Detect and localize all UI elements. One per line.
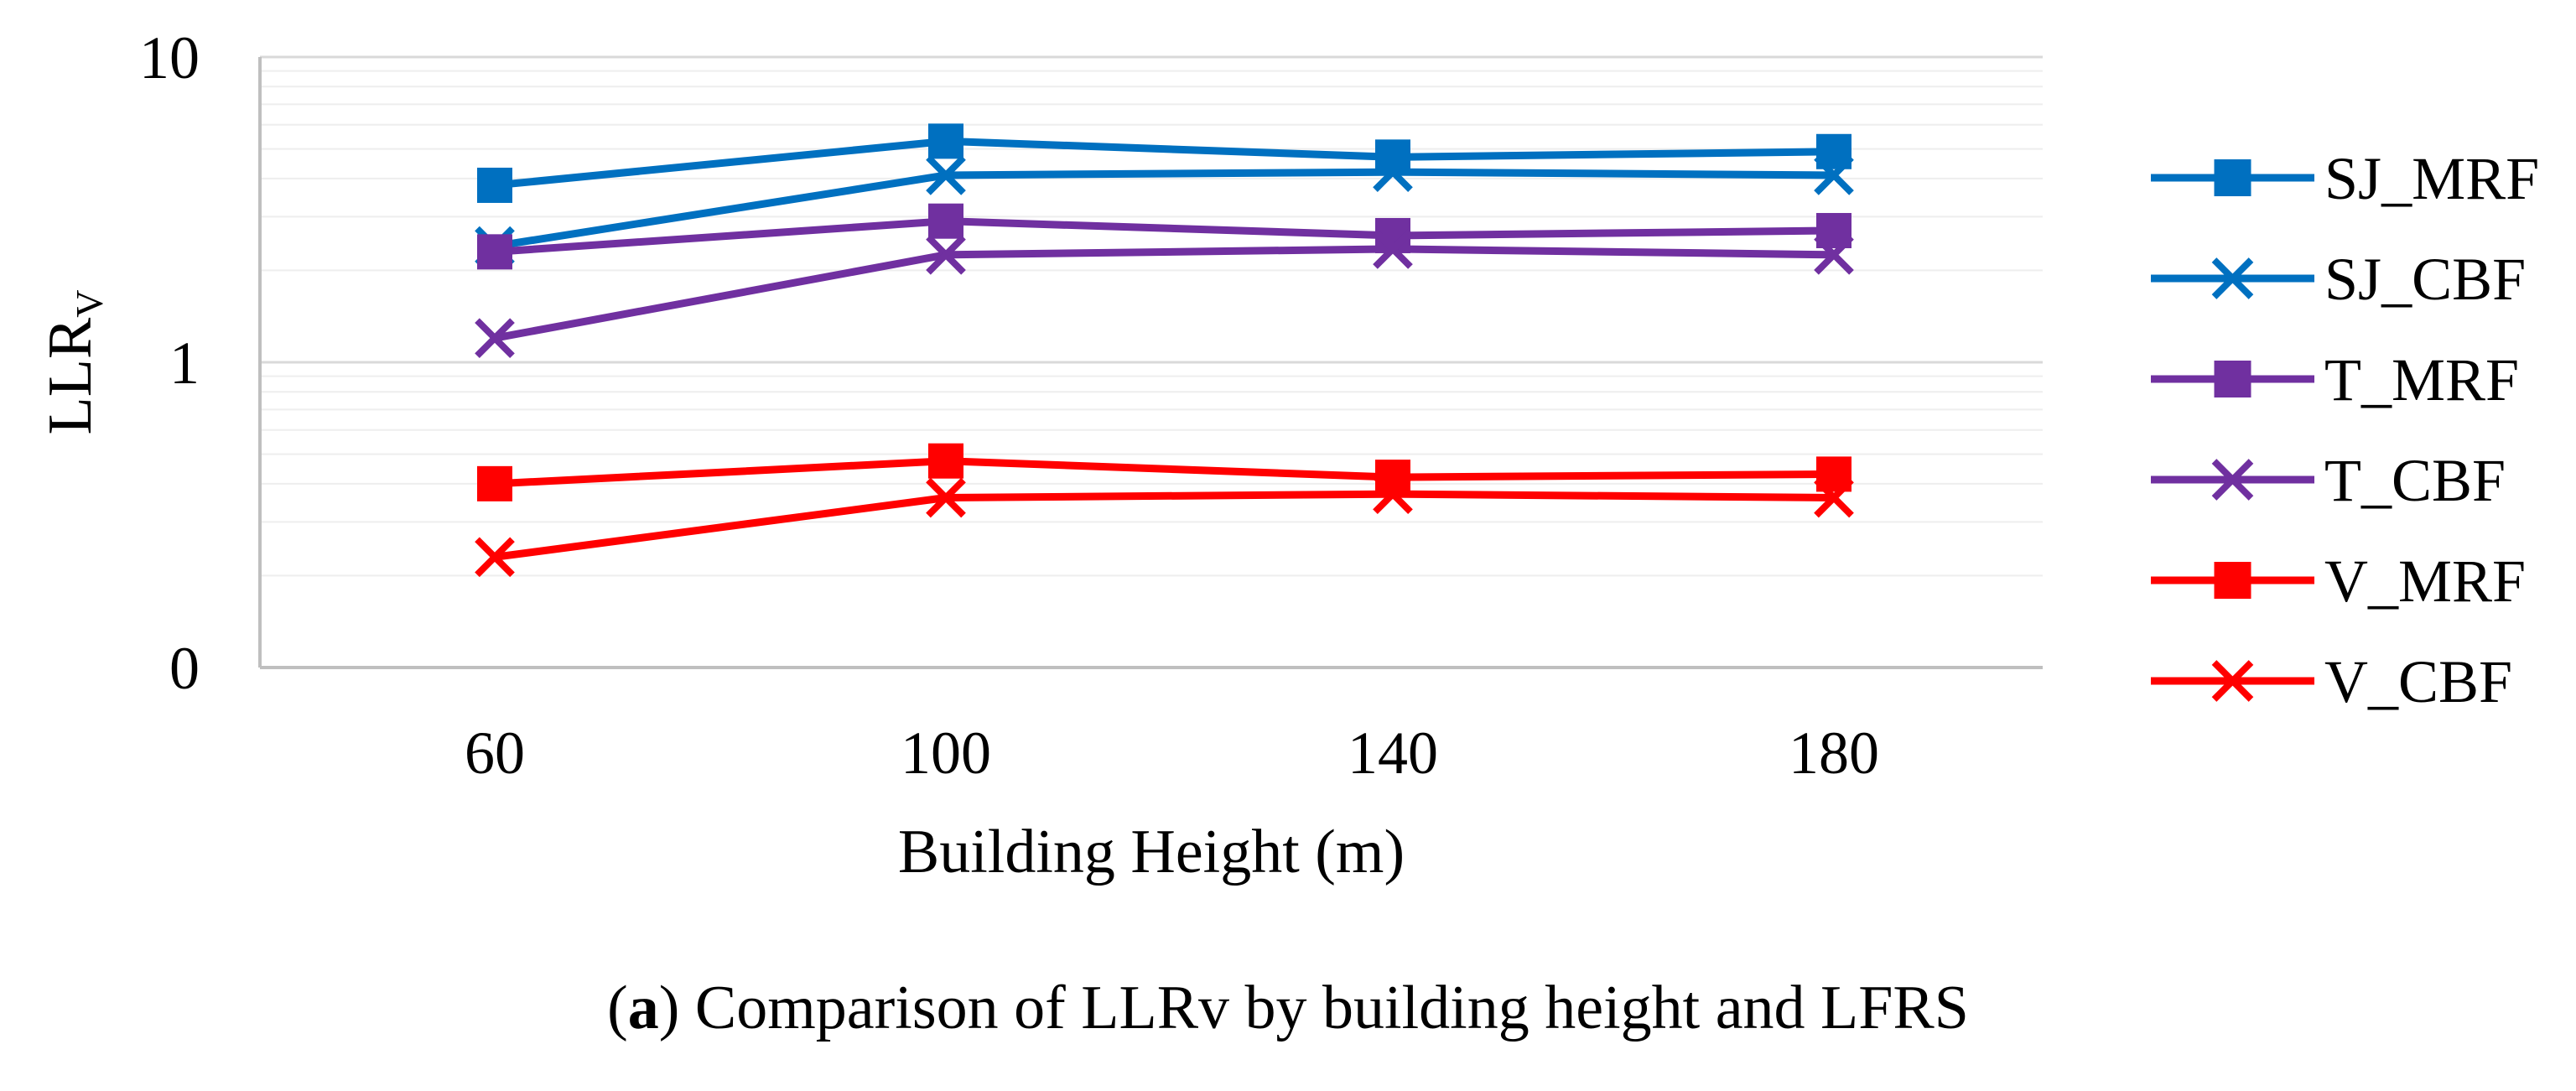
series-line	[494, 168, 1835, 251]
data-point	[1373, 152, 1413, 192]
data-point-stroke	[1373, 152, 1413, 192]
series-line	[494, 217, 1835, 256]
data-point	[928, 203, 963, 239]
caption-text: Comparison of LLRv by building height an…	[694, 974, 1969, 1042]
data-point-stroke	[475, 318, 515, 359]
x-tick-label: 140	[1348, 720, 1438, 787]
data-point	[1375, 460, 1410, 496]
x-tick-label: 60	[465, 720, 525, 787]
y-tick-label: 10	[139, 24, 200, 91]
series-T_CBF	[475, 229, 1854, 359]
legend-marker	[2214, 562, 2251, 599]
x-tick-label: 180	[1789, 720, 1879, 787]
data-point-stroke	[1373, 229, 1413, 269]
series-SJ_MRF	[477, 123, 1852, 203]
x-axis-title: Building Height (m)	[898, 818, 1405, 886]
data-point-stroke	[926, 477, 966, 518]
legend-item: V_MRF	[2151, 548, 2526, 615]
data-point	[1373, 229, 1413, 269]
data-point	[475, 537, 515, 578]
series-V_CBF	[475, 474, 1854, 578]
x-tick-label: 100	[901, 720, 991, 787]
legend-marker-stroke	[2211, 459, 2254, 501]
series-line	[494, 245, 1835, 342]
legend-marker-stroke	[2211, 257, 2254, 299]
data-point	[926, 477, 966, 518]
x-tick-labels: 60 100 140 180	[465, 720, 1879, 787]
data-point-stroke	[1814, 234, 1854, 275]
y-axis-title: LLRV	[36, 290, 111, 435]
legend-item: T_MRF	[2151, 346, 2519, 413]
legend-marker	[2211, 660, 2254, 702]
data-point-stroke	[926, 155, 966, 195]
data-point	[926, 234, 966, 275]
y-tick-label: 1	[169, 330, 200, 397]
figure-caption: (a) Comparison of LLRv by building heigh…	[607, 974, 1969, 1042]
data-point-stroke	[1373, 474, 1413, 515]
series-V_MRF	[477, 443, 1852, 501]
legend-marker	[2214, 159, 2251, 196]
legend-item: SJ_CBF	[2151, 246, 2526, 313]
legend-label: V_MRF	[2324, 548, 2526, 615]
data-point	[1814, 477, 1854, 518]
legend-marker	[2214, 361, 2251, 397]
data-point-stroke	[1814, 477, 1854, 518]
y-tick-label: 0	[169, 635, 200, 702]
legend-label: T_CBF	[2324, 447, 2506, 514]
data-point	[928, 443, 963, 479]
data-point	[477, 465, 512, 501]
data-point	[926, 155, 966, 195]
legend-marker	[2211, 257, 2254, 299]
legend-marker	[2211, 459, 2254, 501]
data-point	[1814, 234, 1854, 275]
legend: SJ_MRF SJ_CBF T_MRF T_CBF V_MRF V_CBF	[2151, 145, 2539, 715]
data-point	[477, 234, 512, 270]
data-point	[477, 167, 512, 203]
legend-item: T_CBF	[2151, 447, 2506, 514]
legend-item: V_CBF	[2151, 648, 2512, 715]
y-tick-labels: 0 1 10	[139, 24, 200, 702]
y-axis-title-subscript: V	[68, 290, 111, 318]
data-point	[1814, 155, 1854, 195]
y-axis-title-main: LLR	[36, 317, 105, 434]
legend-label: T_MRF	[2324, 346, 2519, 413]
series-line	[494, 137, 1835, 190]
data-point	[475, 318, 515, 359]
legend-item: SJ_MRF	[2151, 145, 2539, 212]
data-point-stroke	[926, 234, 966, 275]
legend-label: SJ_CBF	[2324, 246, 2526, 313]
legend-label: V_CBF	[2324, 648, 2512, 715]
data-point-stroke	[1814, 155, 1854, 195]
legend-marker-stroke	[2211, 660, 2254, 702]
data-point	[928, 123, 963, 159]
legend-label: SJ_MRF	[2324, 145, 2539, 212]
series	[475, 123, 1854, 578]
data-point-stroke	[475, 537, 515, 578]
series-line	[494, 457, 1835, 488]
data-point	[1373, 474, 1413, 515]
series-SJ_CBF	[475, 152, 1854, 267]
caption-label: a	[627, 974, 659, 1042]
series-line	[494, 490, 1835, 561]
